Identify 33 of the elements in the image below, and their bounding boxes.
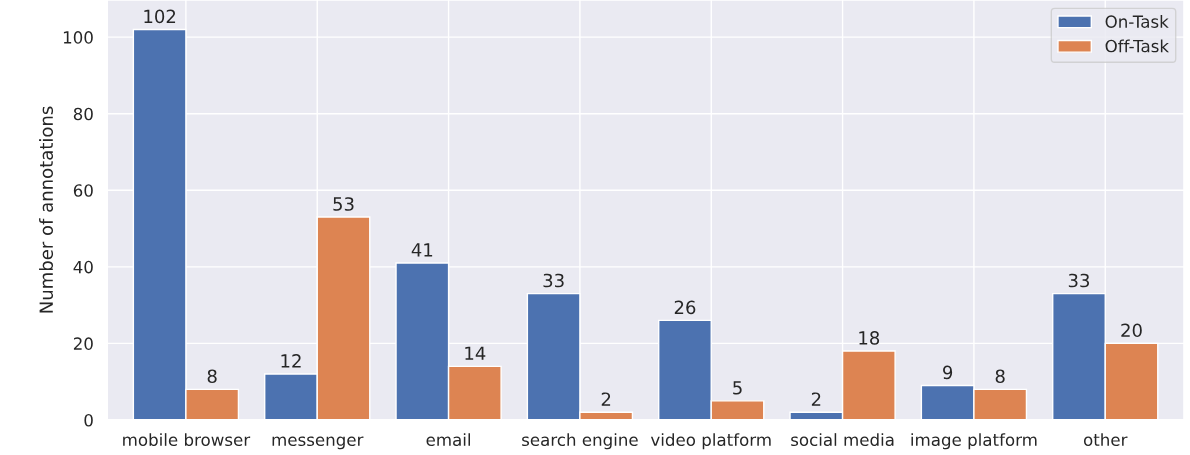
data-label: 2: [811, 392, 821, 406]
data-label: 8: [207, 369, 217, 384]
data-label: 33: [1068, 273, 1090, 288]
data-label: 12: [281, 354, 301, 368]
data-label: 53: [333, 197, 354, 211]
legend-label: Off-Task: [1105, 39, 1170, 53]
x-tick-label: messenger: [272, 436, 364, 450]
x-tick-label: other: [1083, 433, 1128, 447]
data-label: 102: [144, 9, 176, 24]
y-tick-label: 0: [84, 413, 93, 427]
y-axis-title: Number of annotations: [39, 106, 54, 313]
y-tick-label: 40: [73, 260, 93, 274]
legend-label: On-Task: [1105, 15, 1169, 28]
x-tick-label: mobile browser: [123, 433, 251, 447]
y-tick-label: 60: [73, 184, 93, 197]
data-label: 41: [411, 243, 433, 257]
data-label: 20: [1121, 323, 1142, 338]
y-tick-label: 100: [63, 31, 93, 44]
data-label: 2: [601, 392, 611, 406]
x-tick-label: search engine: [522, 433, 638, 450]
x-tick-label: video platform: [650, 433, 771, 450]
data-label: 5: [733, 381, 742, 395]
data-label: 18: [859, 331, 880, 345]
x-tick-label: social media: [791, 433, 894, 447]
data-label: 14: [465, 346, 486, 360]
data-label: 9: [943, 365, 953, 380]
data-label: 26: [674, 300, 696, 315]
x-tick-label: email: [426, 433, 470, 447]
x-tick-label: image platform: [911, 433, 1037, 450]
data-label: 8: [995, 369, 1005, 384]
data-label: 33: [543, 273, 564, 288]
y-tick-label: 20: [73, 337, 93, 350]
y-tick-label: 80: [73, 107, 93, 121]
